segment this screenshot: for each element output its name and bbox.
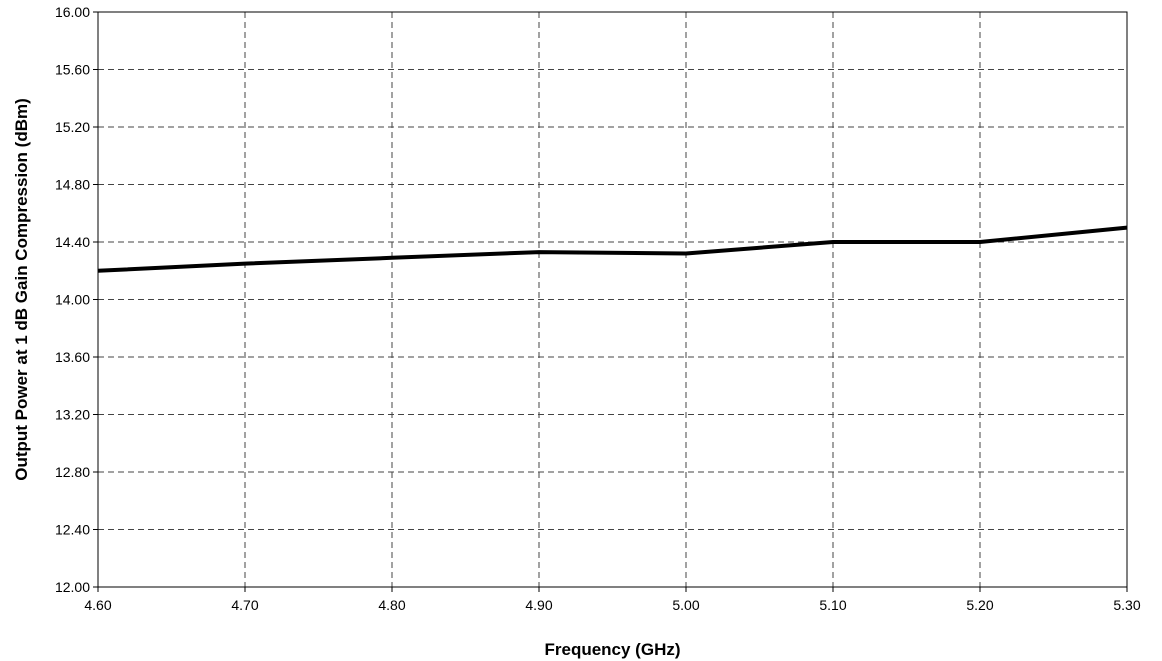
- series-line: [97, 225, 1128, 273]
- y-tick-label: 12.00: [55, 579, 90, 595]
- y-tick-label: 12.40: [55, 522, 90, 538]
- y-tick-label: 15.60: [55, 62, 90, 78]
- y-tick-label: 12.80: [55, 464, 90, 480]
- x-axis-tick-labels: 4.60 4.70 4.80 4.90 5.00 5.10 5.20 5.30: [84, 587, 1141, 613]
- grid-lines: [98, 12, 1127, 587]
- y-tick-label: 14.00: [55, 292, 90, 308]
- y-tick-label: 16.00: [55, 4, 90, 20]
- y-tick-label: 13.60: [55, 349, 90, 365]
- x-tick-label: 4.80: [378, 597, 405, 613]
- x-tick-label: 5.10: [819, 597, 846, 613]
- x-tick-label: 4.60: [84, 597, 111, 613]
- x-tick-label: 5.20: [966, 597, 993, 613]
- y-tick-label: 13.20: [55, 407, 90, 423]
- y-tick-label: 14.40: [55, 234, 90, 250]
- y-tick-label: 15.20: [55, 119, 90, 135]
- series-layer: [97, 225, 1128, 273]
- x-axis-title: Frequency (GHz): [544, 640, 680, 659]
- y-tick-label: 14.80: [55, 177, 90, 193]
- x-tick-label: 5.30: [1113, 597, 1140, 613]
- x-tick-label: 4.70: [231, 597, 258, 613]
- x-tick-label: 4.90: [525, 597, 552, 613]
- x-tick-label: 5.00: [672, 597, 699, 613]
- y-axis-tick-labels: 12.00 12.40 12.80 13.20 13.60 14.00 14.40 14.80…: [55, 4, 98, 595]
- y-axis-title: Output Power at 1 dB Gain Compression (d…: [12, 98, 31, 481]
